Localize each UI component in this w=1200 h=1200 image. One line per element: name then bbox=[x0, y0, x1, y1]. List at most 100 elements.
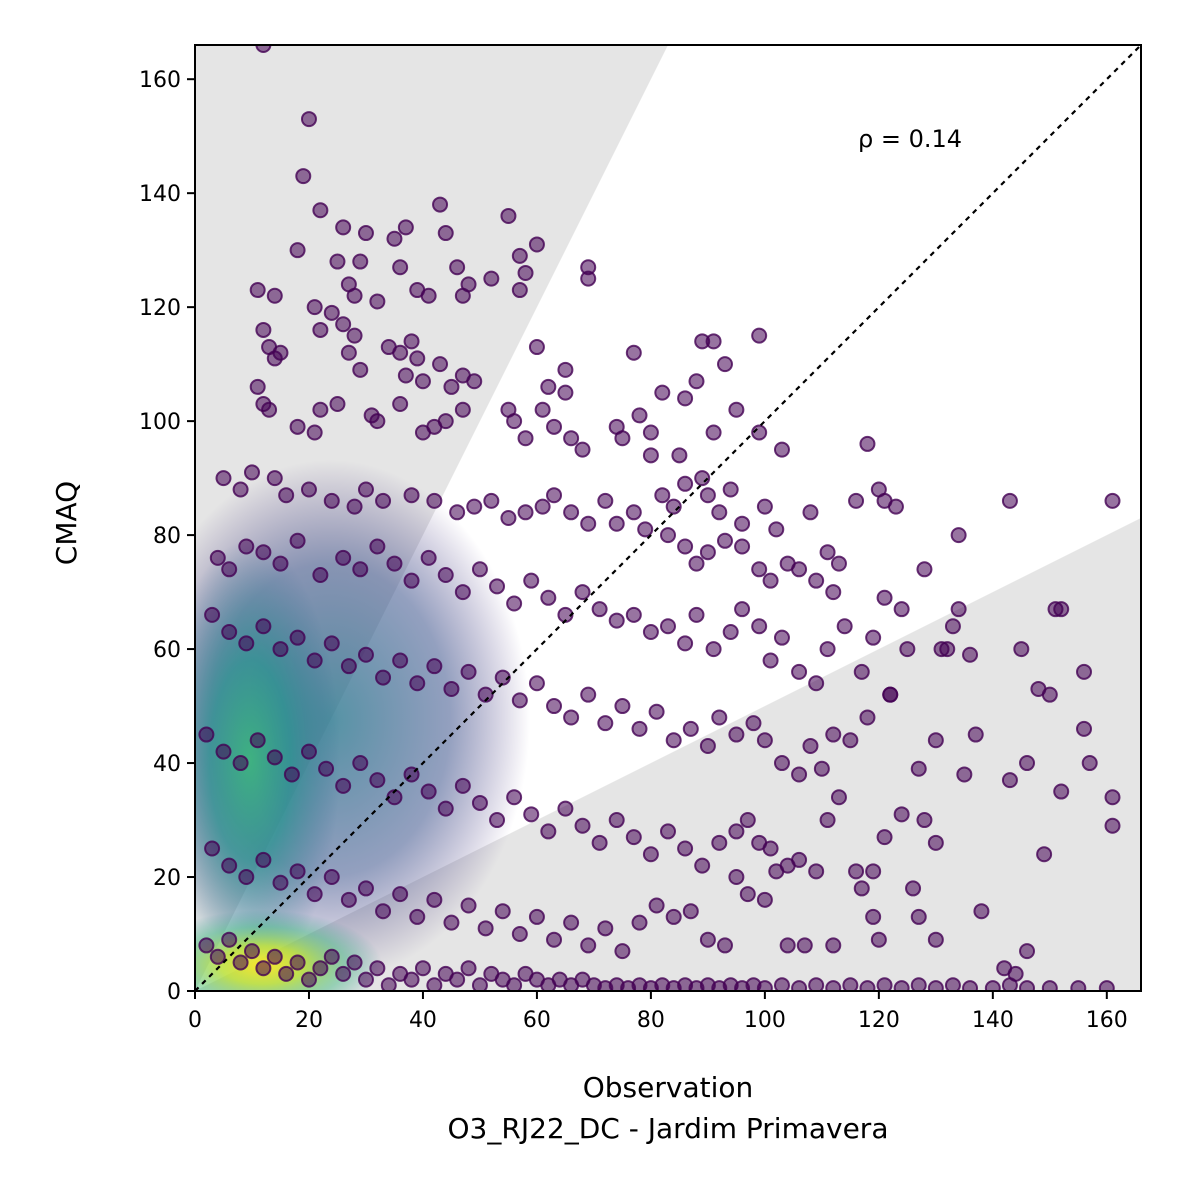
data-point bbox=[699, 737, 716, 754]
data-point bbox=[283, 766, 300, 783]
data-point bbox=[791, 766, 808, 783]
data-point bbox=[409, 675, 426, 692]
data-point bbox=[625, 344, 642, 361]
data-point bbox=[660, 527, 676, 544]
data-point bbox=[927, 834, 944, 851]
data-point bbox=[204, 840, 221, 857]
data-point bbox=[722, 481, 739, 498]
data-point bbox=[1053, 601, 1070, 618]
data-point bbox=[221, 623, 238, 640]
data-point bbox=[300, 111, 317, 128]
data-point bbox=[739, 812, 756, 829]
data-point bbox=[449, 971, 466, 988]
data-point bbox=[722, 623, 739, 640]
data-point bbox=[443, 914, 460, 931]
data-point bbox=[677, 475, 694, 492]
data-point bbox=[893, 980, 910, 991]
data-point bbox=[312, 321, 329, 338]
data-point bbox=[454, 777, 471, 794]
data-point bbox=[699, 487, 716, 504]
data-point bbox=[392, 886, 409, 903]
data-point bbox=[1104, 492, 1121, 509]
data-point bbox=[432, 356, 449, 373]
data-point bbox=[494, 903, 511, 920]
data-point bbox=[842, 732, 859, 749]
data-point bbox=[511, 247, 528, 264]
data-point bbox=[625, 606, 642, 623]
data-point bbox=[232, 954, 249, 971]
data-point bbox=[289, 863, 306, 880]
data-point bbox=[1076, 720, 1093, 737]
data-point bbox=[608, 515, 625, 532]
data-point bbox=[409, 908, 426, 925]
data-point bbox=[927, 980, 944, 991]
data-point bbox=[745, 715, 762, 732]
data-point bbox=[1098, 980, 1115, 991]
data-point bbox=[340, 658, 357, 675]
data-point bbox=[323, 948, 340, 965]
data-point bbox=[528, 675, 545, 692]
data-point bbox=[962, 646, 979, 663]
data-point bbox=[642, 846, 659, 863]
data-point bbox=[682, 720, 699, 737]
data-point bbox=[865, 863, 882, 880]
data-point bbox=[1041, 686, 1058, 703]
data-point bbox=[221, 561, 238, 578]
data-point bbox=[346, 498, 363, 515]
y-tick-label: 40 bbox=[153, 752, 181, 777]
data-point bbox=[466, 498, 483, 515]
data-point bbox=[910, 908, 927, 925]
data-point bbox=[477, 920, 494, 937]
data-point bbox=[716, 937, 733, 954]
data-point bbox=[825, 584, 842, 601]
x-tick-label: 0 bbox=[188, 1008, 202, 1033]
data-point bbox=[289, 418, 306, 435]
data-point bbox=[705, 424, 722, 441]
data-point bbox=[705, 641, 722, 658]
data-point bbox=[962, 980, 979, 991]
data-point bbox=[967, 726, 984, 743]
data-point bbox=[420, 783, 437, 800]
data-point bbox=[808, 572, 825, 589]
data-point bbox=[950, 527, 967, 544]
data-point bbox=[546, 487, 563, 504]
data-point bbox=[563, 914, 580, 931]
data-point bbox=[563, 430, 580, 447]
data-point bbox=[836, 618, 853, 635]
data-point bbox=[728, 823, 745, 840]
data-point bbox=[756, 891, 773, 908]
data-point bbox=[500, 207, 517, 224]
data-point bbox=[773, 977, 790, 991]
data-point bbox=[557, 384, 574, 401]
data-point bbox=[779, 937, 796, 954]
data-point bbox=[420, 549, 437, 566]
data-point bbox=[865, 908, 882, 925]
data-point bbox=[648, 703, 665, 720]
data-point bbox=[483, 492, 500, 509]
data-point bbox=[853, 663, 870, 680]
data-point bbox=[369, 960, 386, 977]
data-point bbox=[266, 287, 283, 304]
data-point bbox=[506, 977, 523, 991]
data-point bbox=[939, 641, 956, 658]
data-point bbox=[882, 686, 899, 703]
scatter-points bbox=[198, 45, 1121, 991]
data-point bbox=[369, 772, 386, 789]
data-point bbox=[289, 532, 306, 549]
data-point bbox=[654, 384, 671, 401]
data-point bbox=[654, 487, 671, 504]
data-point bbox=[773, 441, 790, 458]
data-point bbox=[614, 698, 631, 715]
data-point bbox=[927, 931, 944, 948]
data-point bbox=[386, 230, 403, 247]
data-point bbox=[318, 760, 335, 777]
data-point bbox=[580, 937, 597, 954]
data-point bbox=[614, 430, 631, 447]
data-point bbox=[830, 555, 847, 572]
plot-frame bbox=[194, 44, 1142, 992]
data-point bbox=[249, 732, 266, 749]
data-point bbox=[682, 903, 699, 920]
data-point bbox=[221, 931, 238, 948]
data-point bbox=[471, 561, 488, 578]
data-point bbox=[688, 555, 705, 572]
